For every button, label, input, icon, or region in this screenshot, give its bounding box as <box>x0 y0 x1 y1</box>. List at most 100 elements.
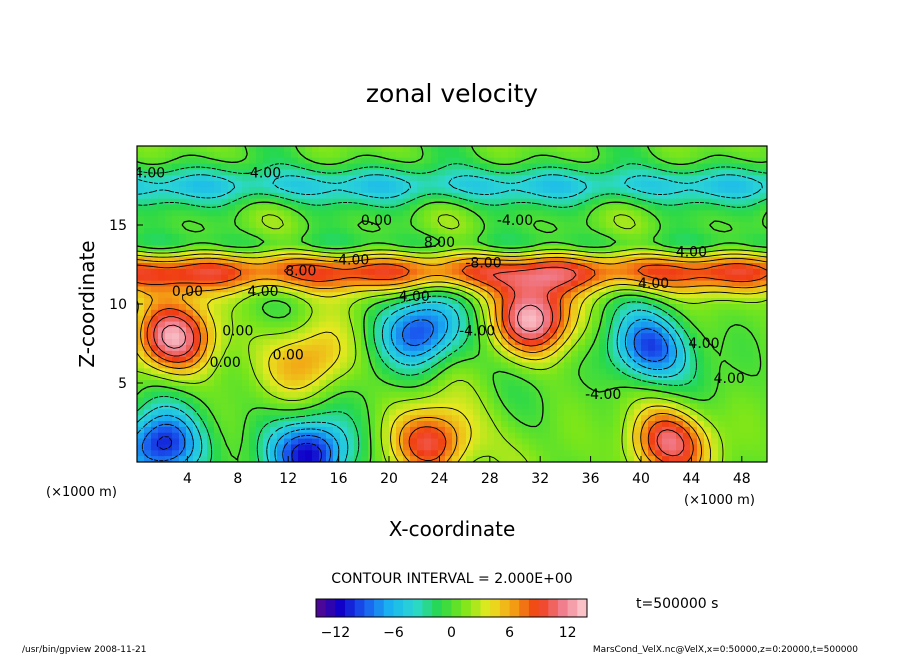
field-cell <box>228 344 236 352</box>
field-cell <box>228 438 236 446</box>
field-cell <box>270 204 278 211</box>
field-cell <box>382 298 390 305</box>
field-cell <box>522 157 530 165</box>
field-cell <box>186 321 194 329</box>
field-cell <box>599 198 607 206</box>
field-cell <box>151 456 159 462</box>
field-cell <box>557 245 565 252</box>
field-cell <box>536 327 544 334</box>
field-cell <box>382 257 390 264</box>
field-cell <box>739 280 747 288</box>
field-cell <box>319 181 327 188</box>
field-cell <box>277 192 285 200</box>
field-cell <box>452 181 460 188</box>
field-cell <box>466 286 474 293</box>
field-cell <box>361 233 369 241</box>
field-cell <box>410 356 418 364</box>
field-cell <box>368 380 376 387</box>
field-cell <box>270 175 278 182</box>
field-cell <box>627 216 635 223</box>
field-cell <box>256 222 264 229</box>
field-cell <box>158 216 166 223</box>
field-cell <box>221 280 229 288</box>
field-cell <box>249 146 257 153</box>
field-cell <box>137 304 145 311</box>
field-cell <box>613 192 621 200</box>
field-cell <box>396 309 404 317</box>
field-cell <box>200 298 208 305</box>
field-cell <box>739 245 747 252</box>
contour-label: 0.00 <box>361 213 392 229</box>
field-cell <box>662 362 670 369</box>
field-cell <box>739 391 747 399</box>
field-cell <box>263 169 271 176</box>
field-cell <box>137 309 145 317</box>
field-cell <box>613 362 621 369</box>
field-cell <box>480 344 488 352</box>
field-cell <box>137 426 145 434</box>
field-cell <box>186 421 194 428</box>
field-cell <box>137 292 145 299</box>
field-cell <box>396 333 404 340</box>
field-cell <box>396 245 404 252</box>
field-cell <box>655 391 663 399</box>
field-cell <box>515 333 523 340</box>
field-cell <box>718 263 726 270</box>
field-cell <box>704 192 712 200</box>
field-cell <box>396 444 404 451</box>
field-cell <box>683 216 691 223</box>
field-cell <box>431 146 439 153</box>
field-cell <box>256 321 264 329</box>
field-cell <box>312 409 320 416</box>
field-cell <box>753 333 761 340</box>
field-cell <box>179 397 187 405</box>
field-cell <box>697 327 705 334</box>
field-cell <box>494 403 502 410</box>
field-cell <box>144 233 152 241</box>
field-cell <box>536 362 544 369</box>
field-cell <box>473 181 481 188</box>
field-cell <box>382 263 390 270</box>
field-cell <box>760 245 767 252</box>
field-cell <box>732 146 740 153</box>
field-cell <box>389 426 397 434</box>
field-cell <box>739 216 747 223</box>
field-cell <box>242 198 250 206</box>
field-cell <box>396 227 404 235</box>
field-cell <box>221 263 229 270</box>
field-cell <box>718 210 726 217</box>
field-cell <box>172 321 180 329</box>
field-cell <box>480 450 488 457</box>
field-cell <box>431 403 439 410</box>
field-cell <box>438 374 446 381</box>
field-cell <box>291 157 299 165</box>
field-cell <box>424 444 432 451</box>
field-cell <box>438 163 446 171</box>
field-cell <box>214 268 222 276</box>
field-cell <box>711 192 719 200</box>
colorbar-tick-label: 6 <box>505 625 514 641</box>
field-cell <box>137 450 145 457</box>
field-cell <box>305 321 313 329</box>
field-cell <box>368 415 376 422</box>
field-cell <box>354 192 362 200</box>
field-cell <box>347 333 355 340</box>
field-cell <box>410 198 418 206</box>
field-cell <box>620 151 628 159</box>
field-cell <box>151 268 159 276</box>
field-cell <box>760 280 767 288</box>
field-cell <box>172 438 180 446</box>
field-cell <box>578 210 586 217</box>
field-cell <box>270 450 278 457</box>
field-cell <box>221 245 229 252</box>
field-cell <box>410 374 418 381</box>
field-cell <box>725 263 733 270</box>
field-cell <box>361 374 369 381</box>
field-cell <box>438 251 446 258</box>
field-cell <box>382 181 390 188</box>
field-cell <box>564 163 572 171</box>
field-cell <box>228 380 236 387</box>
field-cell <box>312 298 320 305</box>
field-cell <box>375 426 383 434</box>
field-cell <box>172 403 180 410</box>
